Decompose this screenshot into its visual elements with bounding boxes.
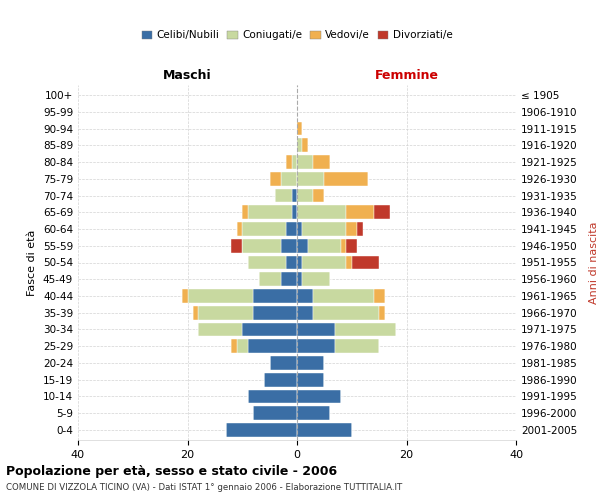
- Bar: [302, 222, 346, 236]
- Bar: [297, 155, 313, 169]
- Bar: [297, 406, 330, 420]
- Bar: [297, 356, 325, 370]
- Bar: [237, 340, 248, 353]
- Bar: [292, 155, 297, 169]
- Text: Popolazione per età, sesso e stato civile - 2006: Popolazione per età, sesso e stato civil…: [6, 465, 337, 478]
- Bar: [248, 340, 297, 353]
- Bar: [292, 206, 297, 219]
- Bar: [193, 306, 199, 320]
- Bar: [248, 206, 292, 219]
- Bar: [248, 256, 286, 270]
- Bar: [253, 289, 297, 303]
- Bar: [286, 155, 292, 169]
- Bar: [297, 122, 302, 136]
- Bar: [297, 222, 302, 236]
- Bar: [302, 138, 308, 152]
- Bar: [297, 289, 313, 303]
- Bar: [187, 289, 253, 303]
- Bar: [302, 256, 346, 270]
- Bar: [297, 306, 313, 320]
- Bar: [297, 340, 335, 353]
- Bar: [313, 289, 374, 303]
- Bar: [269, 172, 281, 186]
- Bar: [242, 239, 281, 252]
- Bar: [281, 272, 297, 286]
- Bar: [242, 206, 248, 219]
- Bar: [313, 188, 325, 202]
- Bar: [297, 373, 325, 386]
- Bar: [374, 206, 390, 219]
- Bar: [253, 306, 297, 320]
- Bar: [335, 340, 379, 353]
- Legend: Celibi/Nubili, Coniugati/e, Vedovi/e, Divorziati/e: Celibi/Nubili, Coniugati/e, Vedovi/e, Di…: [137, 26, 457, 44]
- Bar: [374, 289, 385, 303]
- Bar: [281, 172, 297, 186]
- Bar: [297, 138, 302, 152]
- Bar: [232, 340, 237, 353]
- Bar: [275, 188, 292, 202]
- Bar: [357, 222, 363, 236]
- Bar: [269, 356, 297, 370]
- Text: COMUNE DI VIZZOLA TICINO (VA) - Dati ISTAT 1° gennaio 2006 - Elaborazione TUTTIT: COMUNE DI VIZZOLA TICINO (VA) - Dati IST…: [6, 482, 402, 492]
- Bar: [297, 272, 302, 286]
- Bar: [341, 239, 346, 252]
- Bar: [199, 306, 253, 320]
- Bar: [297, 423, 352, 437]
- Text: Maschi: Maschi: [163, 70, 212, 82]
- Bar: [232, 239, 242, 252]
- Bar: [199, 322, 242, 336]
- Bar: [286, 222, 297, 236]
- Bar: [297, 172, 325, 186]
- Bar: [292, 188, 297, 202]
- Bar: [308, 239, 341, 252]
- Bar: [237, 222, 242, 236]
- Bar: [297, 322, 335, 336]
- Y-axis label: Fasce di età: Fasce di età: [28, 230, 37, 296]
- Bar: [297, 256, 302, 270]
- Bar: [242, 322, 297, 336]
- Bar: [297, 239, 308, 252]
- Bar: [259, 272, 281, 286]
- Bar: [264, 373, 297, 386]
- Bar: [248, 390, 297, 404]
- Bar: [297, 390, 341, 404]
- Bar: [286, 256, 297, 270]
- Bar: [346, 206, 374, 219]
- Y-axis label: Anni di nascita: Anni di nascita: [589, 221, 599, 304]
- Bar: [297, 188, 313, 202]
- Bar: [226, 423, 297, 437]
- Bar: [297, 206, 346, 219]
- Bar: [242, 222, 286, 236]
- Bar: [346, 222, 357, 236]
- Bar: [335, 322, 395, 336]
- Bar: [182, 289, 187, 303]
- Bar: [346, 239, 357, 252]
- Bar: [302, 272, 330, 286]
- Bar: [379, 306, 385, 320]
- Bar: [281, 239, 297, 252]
- Bar: [325, 172, 368, 186]
- Bar: [346, 256, 352, 270]
- Bar: [352, 256, 379, 270]
- Text: Femmine: Femmine: [374, 70, 439, 82]
- Bar: [313, 155, 330, 169]
- Bar: [253, 406, 297, 420]
- Bar: [313, 306, 379, 320]
